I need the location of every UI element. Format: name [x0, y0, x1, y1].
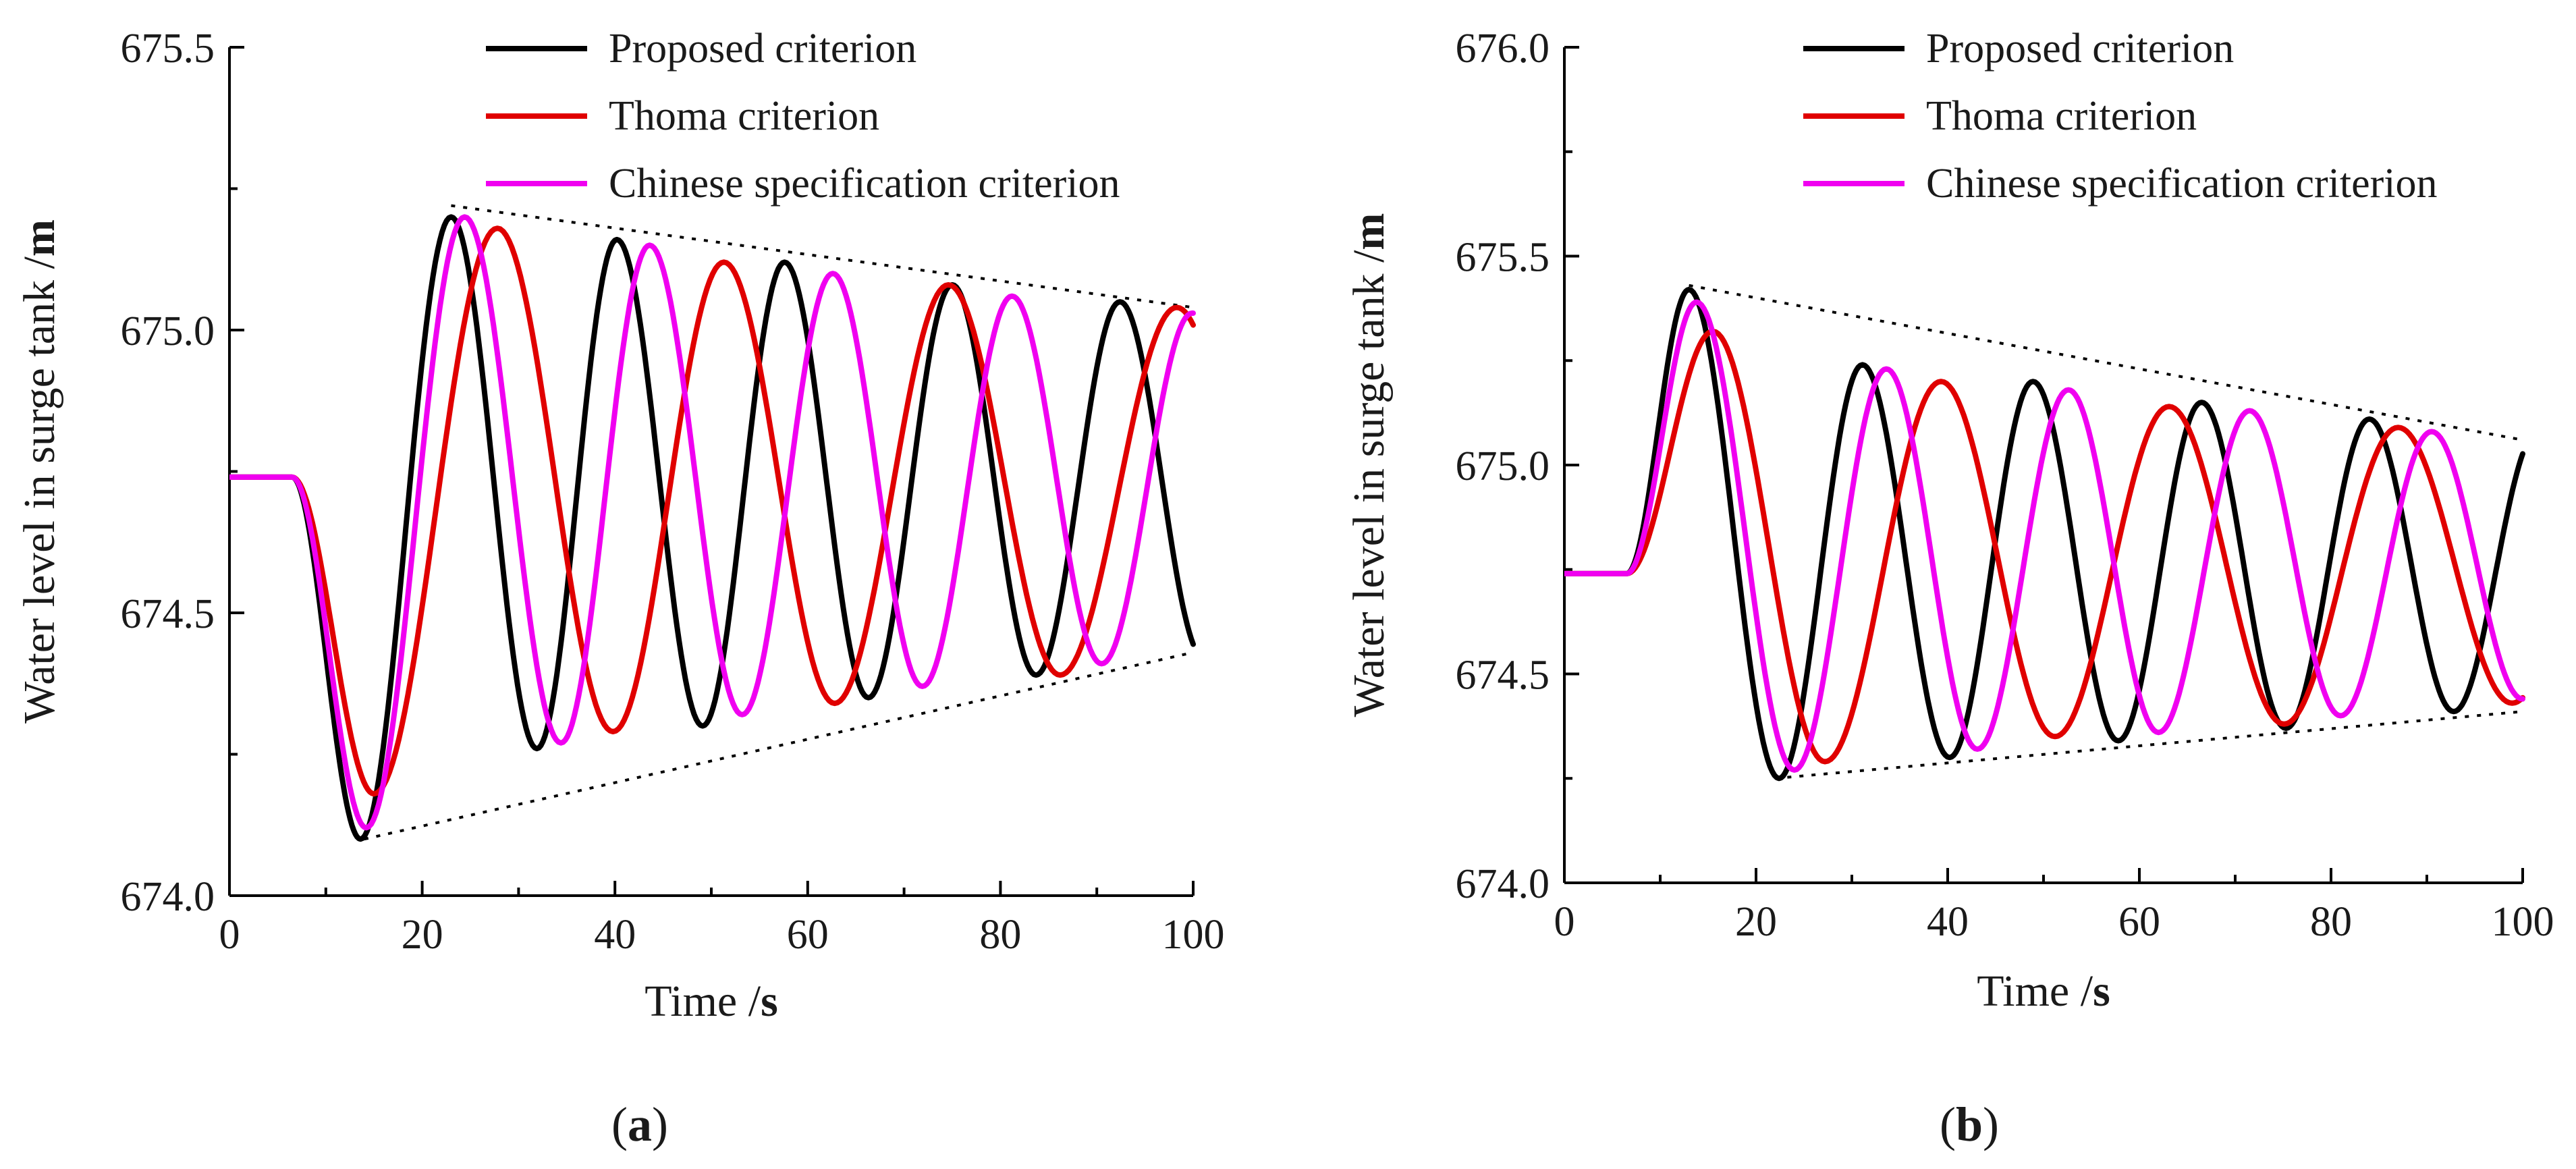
x-axis-title: Time /s	[1977, 967, 2110, 1016]
x-tick-label: 80	[979, 912, 1021, 958]
y-axis-unit: m	[15, 219, 64, 256]
chart-panel-b: 0 20 40 60 80 100 674.0 674.5 675.0 675.5 676.0 Tim…	[1344, 26, 2554, 1016]
series-line-proposed-criterion	[1564, 287, 2525, 782]
upper-envelope-line	[451, 204, 1194, 309]
x-tick-label: 100	[2492, 899, 2554, 945]
y-tick-label: 675.0	[121, 308, 215, 354]
x-tick-label: 40	[594, 912, 636, 958]
y-tick-label: 675.0	[1456, 443, 1550, 489]
lower-envelope-line	[364, 651, 1194, 841]
y-axis-unit: m	[1344, 213, 1394, 250]
x-tick-label: 0	[1554, 899, 1575, 945]
x-axis-unit: s	[2093, 967, 2110, 1016]
legend-label: Proposed criterion	[1926, 26, 2234, 72]
y-tick-label: 674.0	[1456, 861, 1550, 907]
lower-envelope-line	[1775, 710, 2523, 780]
y-tick-label: 675.5	[1456, 235, 1550, 281]
y-tick-label: 674.0	[121, 874, 215, 920]
x-tick-label: 100	[1162, 912, 1225, 958]
plot-area	[1564, 283, 2525, 782]
y-axis-title: Water level in surge tank /m	[1344, 213, 1394, 717]
panel-caption-letter: b	[1956, 1097, 1983, 1151]
panel-caption: (a)	[611, 1097, 668, 1151]
x-tick-label: 20	[1735, 899, 1777, 945]
x-axis-title: Time /s	[645, 977, 778, 1026]
legend-label: Thoma criterion	[609, 93, 879, 139]
y-tick-label: 674.5	[1456, 653, 1550, 699]
y-axis-title: Water level in surge tank /m	[15, 219, 64, 724]
series-line-chinese-specification-criterion	[1564, 299, 2525, 773]
series-line-chinese-specification-criterion	[229, 214, 1196, 831]
legend-label: Chinese specification criterion	[609, 161, 1120, 207]
series-line-thoma-criterion	[229, 225, 1196, 797]
chart-panel-a: 0 20 40 60 80 100 674.0 674.5 675.0 675.5 Time /s W…	[15, 26, 1225, 1026]
legend-label: Proposed criterion	[609, 26, 916, 72]
x-tick-label: 40	[1927, 899, 1969, 945]
legend-label: Chinese specification criterion	[1926, 161, 2438, 207]
panel-caption: (b)	[1940, 1097, 1999, 1151]
y-tick-label: 676.0	[1456, 26, 1550, 72]
y-tick-label: 675.5	[121, 26, 215, 72]
legend-label: Thoma criterion	[1926, 93, 2197, 139]
y-tick-label: 674.5	[121, 591, 215, 637]
panel-caption-letter: a	[628, 1097, 652, 1151]
x-tick-label: 20	[402, 912, 443, 958]
series-line-thoma-criterion	[1564, 328, 2525, 765]
x-tick-label: 60	[787, 912, 829, 958]
series-line-proposed-criterion	[229, 214, 1196, 842]
plot-area	[229, 204, 1196, 842]
upper-envelope-line	[1689, 283, 2523, 441]
legend: Proposed criterion Thoma criterion Chinese…	[486, 26, 1120, 207]
x-tick-label: 60	[2118, 899, 2160, 945]
legend: Proposed criterion Thoma criterion Chinese…	[1803, 26, 2438, 207]
x-tick-label: 80	[2310, 899, 2352, 945]
x-axis-unit: s	[761, 977, 778, 1026]
x-tick-label: 0	[219, 912, 240, 958]
